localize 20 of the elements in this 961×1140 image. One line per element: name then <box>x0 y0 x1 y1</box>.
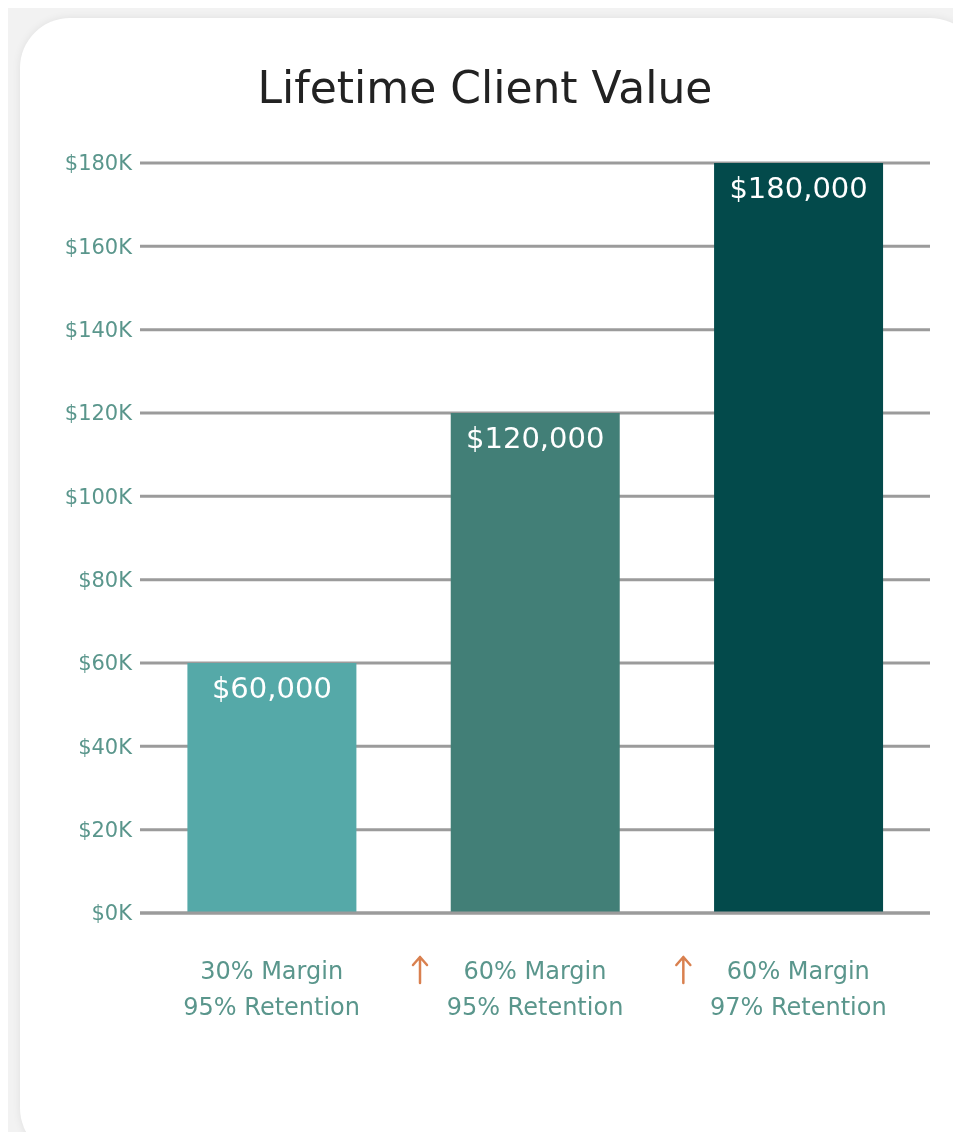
bar <box>714 163 884 913</box>
y-tick-label: $140K <box>64 318 134 343</box>
x-tick-label: 60% Margin 95% Retention <box>446 957 624 1021</box>
bar <box>450 413 620 913</box>
x-tick-label: 60% Margin 97% Retention <box>709 957 887 1021</box>
y-tick-label: $100K <box>64 484 134 509</box>
y-tick-label: $80K <box>78 568 134 593</box>
x-tick-label: 30% Margin 95% Retention <box>183 957 361 1021</box>
data-label: $120,000 <box>466 420 605 455</box>
chart-title: Lifetime Client Value <box>256 62 714 113</box>
y-tick-label: $20K <box>78 818 134 843</box>
y-tick-label: $180K <box>64 151 134 176</box>
y-tick-label: $60K <box>78 651 134 676</box>
y-tick-label: $0K <box>91 901 134 926</box>
y-tick-label: $160K <box>64 234 134 259</box>
y-tick-label: $40K <box>78 734 134 759</box>
bar <box>187 663 357 913</box>
y-tick-label: $120K <box>64 401 134 426</box>
data-label: $60,000 <box>211 670 332 705</box>
data-label: $180,000 <box>729 170 868 205</box>
